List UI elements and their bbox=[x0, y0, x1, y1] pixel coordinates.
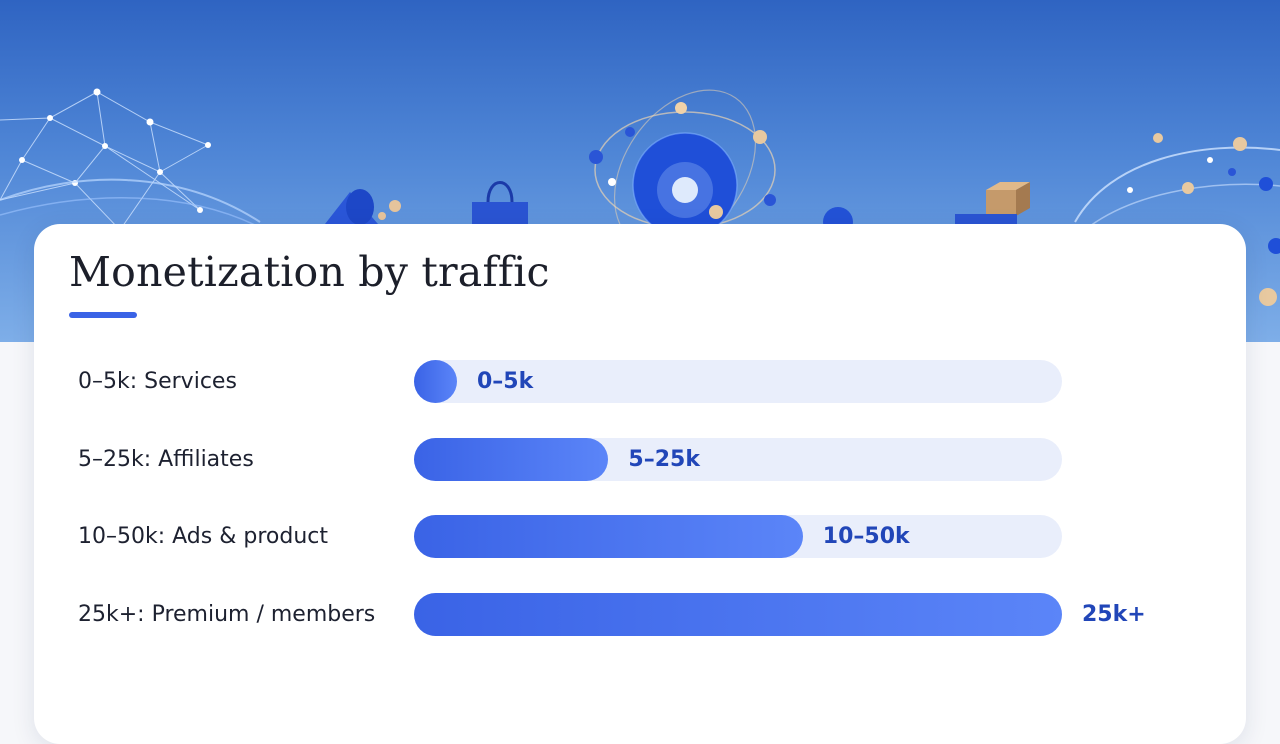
shopping-bag-icon bbox=[472, 181, 528, 226]
bar-category-label: 0–5k: Services bbox=[78, 369, 237, 394]
hero-illustration bbox=[0, 88, 1280, 306]
bar-track bbox=[414, 592, 1062, 636]
box-icon bbox=[955, 182, 1030, 226]
bar-category-label: 25k+: Premium / members bbox=[78, 601, 376, 627]
network-mesh-icon bbox=[0, 91, 210, 231]
globe-icon bbox=[589, 89, 776, 251]
chart-card: Monetization by traffic 0–5k: Services 0–… bbox=[34, 224, 1246, 744]
bar-category-label: 10–50k: Ads & product bbox=[78, 524, 328, 549]
chart-title: Monetization by traffic bbox=[69, 248, 550, 296]
bar bbox=[414, 437, 609, 481]
bar bbox=[414, 592, 1062, 636]
bar bbox=[414, 360, 457, 403]
orbit-dots-icon bbox=[1074, 133, 1280, 306]
bar-track bbox=[414, 437, 1062, 481]
bar-track bbox=[414, 515, 1062, 558]
network-nodes-icon bbox=[19, 88, 211, 213]
bar-data-label: 5–25k bbox=[628, 446, 700, 472]
bar-data-label: 0–5k bbox=[477, 369, 534, 394]
bar bbox=[414, 515, 803, 558]
bar-category-label: 5–25k: Affiliates bbox=[78, 446, 254, 472]
bar-track bbox=[414, 360, 1062, 403]
bar-data-label: 25k+ bbox=[1082, 601, 1146, 627]
megaphone-icon bbox=[325, 189, 401, 225]
bar-data-label: 10–50k bbox=[822, 524, 910, 549]
title-underline bbox=[69, 312, 137, 318]
